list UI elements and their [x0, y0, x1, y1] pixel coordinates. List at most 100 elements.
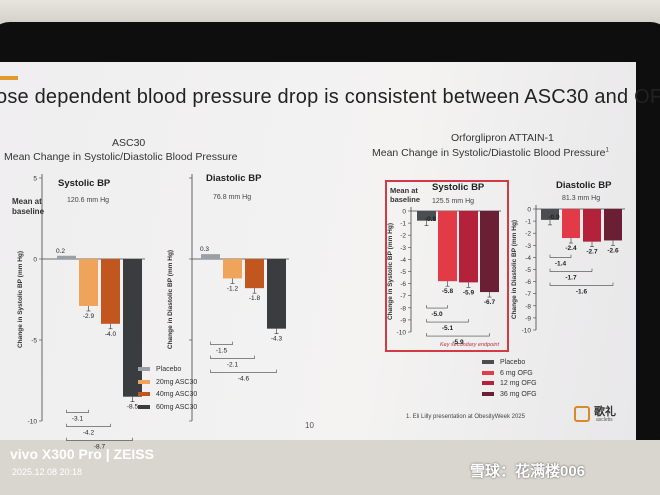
bar-36-mg-ofg [480, 211, 499, 293]
legend-swatch [138, 379, 150, 384]
data-label: -4.3 [271, 336, 283, 343]
legend-label: Placebo [500, 359, 526, 366]
y-tick-label: -8 [525, 303, 531, 310]
left-group-title: ASC30 [112, 137, 146, 149]
legend-swatch [482, 370, 494, 375]
y-tick-label: -3 [400, 245, 406, 252]
data-label: -2.9 [83, 313, 95, 320]
data-label: -5.8 [442, 288, 454, 295]
legend-label: Placebo [156, 366, 182, 373]
legend-label: 20mg ASC30 [156, 378, 198, 386]
y-tick-label: -3 [525, 243, 531, 250]
data-label: -2.4 [565, 245, 577, 252]
bar-20mg-asc30 [79, 259, 98, 306]
right-group-subtitle: Mean Change in Systolic/Diastolic Blood … [372, 147, 609, 159]
brand-watermark: 雪球：花满楼006 [470, 463, 586, 480]
bar-placebo [57, 255, 76, 259]
bar-12-mg-ofg [583, 209, 601, 242]
slide-title: ose dependent blood pressure drop is con… [0, 86, 660, 108]
y-tick-label: -4 [400, 257, 406, 264]
bar-60mg-asc30 [123, 259, 142, 397]
legend-swatch [482, 391, 494, 396]
y-tick-label: -1 [400, 221, 406, 228]
legend-item: 40mg ASC30 [138, 391, 197, 398]
bar-placebo [201, 254, 220, 259]
y-tick-label: -10 [522, 328, 532, 335]
bar-36-mg-ofg [604, 209, 622, 241]
bar-40mg-asc30 [245, 259, 264, 289]
y-tick-label: -10 [28, 419, 38, 426]
diff-label: -2.1 [227, 362, 239, 369]
y-tick-label: 5 [33, 176, 37, 183]
right-mean-at-baseline: Mean at baseline [390, 186, 421, 204]
legend-swatch [482, 360, 494, 365]
data-label: -2.6 [607, 247, 619, 254]
diff-label: -5.9 [452, 339, 464, 346]
y-tick-label: -5 [31, 338, 37, 345]
data-label: -8.5 [127, 404, 139, 411]
legend-label: 36 mg OFG [500, 390, 537, 398]
bar-6-mg-ofg [562, 209, 580, 239]
logo-subtext: ascletis [596, 417, 613, 423]
highlight-box [385, 180, 509, 352]
y-tick-label: -2 [525, 231, 531, 238]
y-tick-label: -9 [525, 315, 531, 322]
datetime-watermark: 2025.12.08 20:18 [12, 467, 83, 477]
legend-item: Placebo [482, 359, 525, 366]
footnote: 1. Eli Lilly presentation at ObesityWeek… [406, 414, 525, 420]
data-label: -1.2 [227, 285, 239, 292]
slide-screen [0, 62, 636, 450]
chart-title: Systolic BP [58, 178, 111, 189]
ascletis-logo-icon [574, 406, 590, 422]
diff-label: -3.1 [72, 416, 84, 423]
legend-label: 12 mg OFG [500, 380, 537, 387]
legend-label: 6 mg OFG [500, 369, 533, 377]
data-label: -1.8 [249, 295, 261, 302]
legend-label: 40mg ASC30 [156, 391, 198, 398]
bar-20mg-asc30 [223, 259, 242, 279]
tablet-frame [0, 22, 660, 450]
legend-swatch [138, 367, 150, 372]
legend-label: 60mg ASC30 [156, 403, 198, 411]
y-tick-label: -6 [400, 281, 406, 288]
y-axis-label: Change in Diastolic BP (mm Hg) [167, 250, 174, 349]
diff-label: -1.4 [555, 261, 567, 268]
bar-6-mg-ofg [438, 211, 457, 282]
y-tick-label: -7 [525, 291, 531, 298]
chart-title: Systolic BP [432, 182, 485, 193]
y-axis-label: Change in Diastolic BP (mm Hg) [511, 220, 518, 319]
page-number: 10 [305, 421, 314, 430]
legend-item: 20mg ASC30 [138, 379, 197, 386]
y-tick-label: -10 [397, 330, 407, 337]
legend-swatch [138, 392, 150, 397]
diff-label: -1.6 [576, 289, 588, 296]
camera-watermark: vivo X300 Pro | ZEISS [10, 446, 154, 462]
data-label: 0.2 [56, 248, 65, 255]
baseline-value: 125.5 mm Hg [432, 198, 474, 205]
bar-12-mg-ofg [459, 211, 478, 283]
data-label: -4.0 [105, 331, 117, 338]
diff-label: -8.7 [94, 444, 106, 451]
desk-surface [0, 440, 660, 495]
bar-60mg-asc30 [267, 259, 286, 329]
data-label: -6.7 [484, 299, 496, 306]
data-label: -0.9 [548, 214, 560, 221]
diff-label: -1.7 [565, 275, 577, 282]
y-tick-label: -7 [400, 293, 406, 300]
legend-item: 36 mg OFG [482, 391, 537, 398]
bar-40mg-asc30 [101, 259, 120, 324]
baseline-value: 76.8 mm Hg [213, 194, 251, 201]
y-axis-label: Change in Systolic BP (mm Hg) [17, 251, 24, 348]
diff-label: -5.0 [431, 311, 443, 318]
accent-bar [0, 76, 18, 80]
data-label: -5.9 [463, 289, 475, 296]
y-tick-label: -9 [400, 317, 406, 324]
y-tick-label: -2 [400, 233, 406, 240]
data-label: -2.7 [586, 249, 598, 256]
diff-label: -4.2 [83, 430, 95, 437]
diff-label: -5.1 [442, 325, 454, 332]
y-tick-label: -1 [525, 219, 531, 226]
legend-item: Placebo [138, 366, 181, 373]
y-tick-label: 0 [527, 207, 531, 214]
